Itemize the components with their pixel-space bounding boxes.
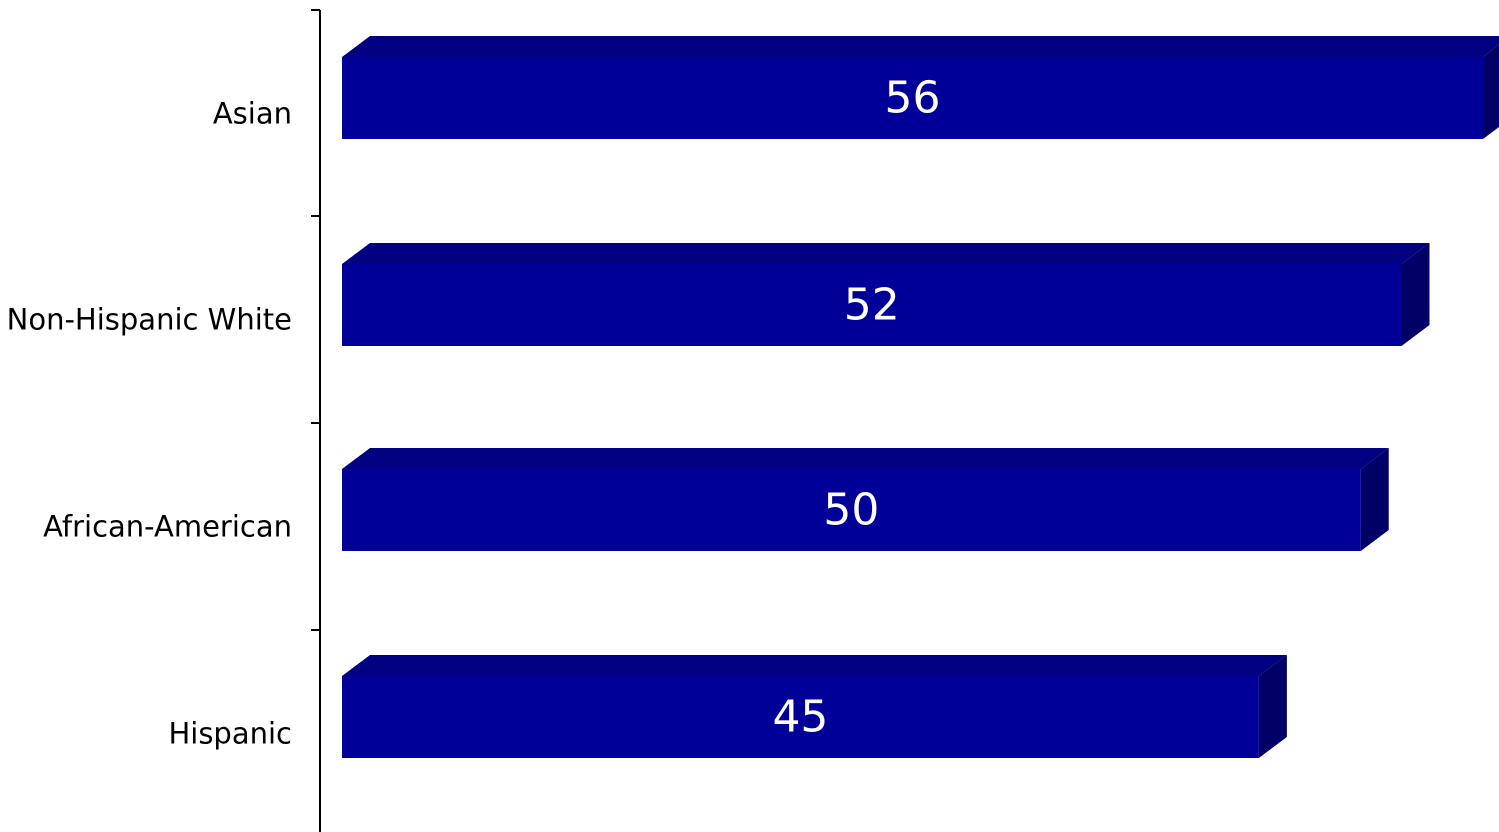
- bar-african-american: [342, 448, 1389, 551]
- bar-top-face: [342, 243, 1430, 264]
- bar-top-face: [342, 655, 1287, 676]
- data-label: 50: [823, 485, 879, 536]
- category-labels: Asian Non-Hispanic White African-American H…: [7, 96, 292, 750]
- category-label: Asian: [213, 96, 292, 130]
- bar-top-face: [342, 36, 1499, 57]
- bar-side-face: [1360, 448, 1389, 551]
- bar-front-face: [342, 57, 1483, 139]
- category-label: Non-Hispanic White: [7, 302, 292, 336]
- category-label: African-American: [43, 509, 292, 543]
- category-label: Hispanic: [168, 716, 292, 750]
- bar-side-face: [1483, 45, 1499, 139]
- bar-top-face: [342, 448, 1389, 469]
- bars-group: [342, 36, 1499, 758]
- data-label: 45: [772, 692, 828, 743]
- bar-non-hispanic-white: [342, 243, 1430, 346]
- bar-side-face: [1401, 243, 1430, 346]
- y-axis-ticks: [311, 9, 320, 631]
- bar-front-face: [342, 469, 1361, 551]
- bar-front-face: [342, 676, 1259, 758]
- data-label: 56: [885, 73, 941, 124]
- bar-hispanic: [342, 655, 1287, 758]
- bar-front-face: [342, 264, 1402, 346]
- bar-asian: [342, 36, 1499, 139]
- value-labels: 56 52 50 45: [772, 73, 940, 743]
- data-label: 52: [844, 280, 900, 331]
- bar-side-face: [1258, 655, 1287, 758]
